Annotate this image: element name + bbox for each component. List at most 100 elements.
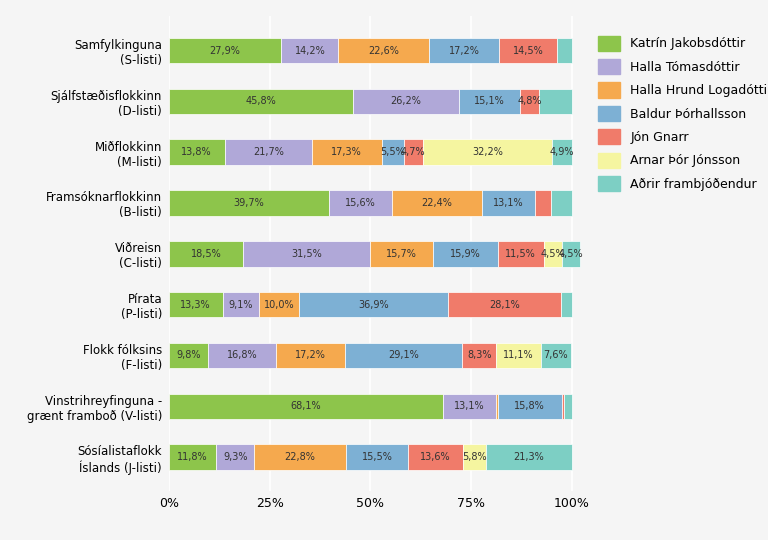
Text: 15,6%: 15,6% bbox=[345, 198, 376, 208]
Text: 17,3%: 17,3% bbox=[331, 147, 362, 157]
Bar bbox=[498, 394, 561, 419]
Text: 13,1%: 13,1% bbox=[493, 198, 524, 208]
Bar bbox=[169, 190, 329, 215]
Bar bbox=[392, 190, 482, 215]
Bar bbox=[217, 444, 254, 470]
Bar bbox=[408, 444, 463, 470]
Text: 36,9%: 36,9% bbox=[359, 300, 389, 309]
Text: 22,4%: 22,4% bbox=[422, 198, 452, 208]
Bar bbox=[486, 444, 571, 470]
Bar bbox=[276, 343, 346, 368]
Bar bbox=[562, 241, 580, 267]
Bar bbox=[346, 343, 462, 368]
Bar bbox=[557, 38, 571, 63]
Text: 15,8%: 15,8% bbox=[515, 401, 545, 411]
Text: 32,2%: 32,2% bbox=[472, 147, 503, 157]
Bar bbox=[169, 292, 223, 318]
Text: 68,1%: 68,1% bbox=[291, 401, 321, 411]
Bar bbox=[404, 139, 422, 165]
Bar bbox=[243, 241, 370, 267]
Text: 13,6%: 13,6% bbox=[420, 452, 451, 462]
Text: 39,7%: 39,7% bbox=[233, 198, 264, 208]
Bar bbox=[169, 139, 224, 165]
Text: 11,8%: 11,8% bbox=[177, 452, 208, 462]
Bar bbox=[496, 343, 541, 368]
Text: 13,3%: 13,3% bbox=[180, 300, 211, 309]
Text: 9,3%: 9,3% bbox=[223, 452, 247, 462]
Bar bbox=[169, 394, 443, 419]
Bar bbox=[169, 343, 208, 368]
Bar bbox=[544, 241, 562, 267]
Bar bbox=[561, 292, 571, 318]
Bar bbox=[281, 38, 339, 63]
Bar bbox=[254, 444, 346, 470]
Bar bbox=[339, 38, 429, 63]
Bar bbox=[312, 139, 382, 165]
Text: 4,7%: 4,7% bbox=[401, 147, 425, 157]
Bar bbox=[552, 139, 572, 165]
Bar bbox=[169, 241, 243, 267]
Bar bbox=[551, 190, 571, 215]
Bar bbox=[353, 89, 458, 114]
Text: 18,5%: 18,5% bbox=[190, 249, 222, 259]
Bar bbox=[370, 241, 433, 267]
Text: 15,5%: 15,5% bbox=[362, 452, 392, 462]
Bar bbox=[433, 241, 498, 267]
Text: 4,9%: 4,9% bbox=[550, 147, 574, 157]
Text: 8,3%: 8,3% bbox=[467, 350, 492, 360]
Text: 29,1%: 29,1% bbox=[389, 350, 419, 360]
Text: 9,1%: 9,1% bbox=[229, 300, 253, 309]
Bar bbox=[429, 38, 498, 63]
Text: 5,8%: 5,8% bbox=[462, 452, 487, 462]
Text: 4,5%: 4,5% bbox=[558, 249, 584, 259]
Bar bbox=[448, 292, 561, 318]
Bar bbox=[259, 292, 300, 318]
Bar bbox=[541, 343, 571, 368]
Bar bbox=[498, 241, 544, 267]
Text: 28,1%: 28,1% bbox=[489, 300, 520, 309]
Text: 27,9%: 27,9% bbox=[210, 45, 240, 56]
Bar bbox=[329, 190, 392, 215]
Text: 22,8%: 22,8% bbox=[284, 452, 315, 462]
Text: 4,8%: 4,8% bbox=[517, 96, 541, 106]
Bar bbox=[564, 394, 571, 419]
Text: 17,2%: 17,2% bbox=[295, 350, 326, 360]
Bar bbox=[382, 139, 404, 165]
Text: 26,2%: 26,2% bbox=[391, 96, 422, 106]
Text: 15,1%: 15,1% bbox=[474, 96, 505, 106]
Text: 5,5%: 5,5% bbox=[380, 147, 405, 157]
Text: 11,5%: 11,5% bbox=[505, 249, 536, 259]
Text: 31,5%: 31,5% bbox=[292, 249, 323, 259]
Legend: Katrín Jakobsdóttir, Halla Tómasdóttir, Halla Hrund Logadóttir, Baldur Þórhallss: Katrín Jakobsdóttir, Halla Tómasdóttir, … bbox=[594, 32, 768, 195]
Bar bbox=[422, 139, 552, 165]
Text: 4,5%: 4,5% bbox=[541, 249, 565, 259]
Bar bbox=[458, 89, 520, 114]
Text: 21,3%: 21,3% bbox=[514, 452, 545, 462]
Text: 14,2%: 14,2% bbox=[294, 45, 326, 56]
Text: 13,8%: 13,8% bbox=[181, 147, 212, 157]
Text: 17,2%: 17,2% bbox=[449, 45, 479, 56]
Text: 22,6%: 22,6% bbox=[369, 45, 399, 56]
Bar bbox=[208, 343, 276, 368]
Bar bbox=[539, 89, 571, 114]
Bar bbox=[462, 343, 496, 368]
Bar bbox=[496, 394, 498, 419]
Bar bbox=[169, 38, 281, 63]
Bar bbox=[169, 444, 217, 470]
Bar bbox=[169, 89, 353, 114]
Text: 45,8%: 45,8% bbox=[246, 96, 276, 106]
Text: 14,5%: 14,5% bbox=[512, 45, 543, 56]
Text: 11,1%: 11,1% bbox=[503, 350, 534, 360]
Bar bbox=[561, 394, 564, 419]
Text: 13,1%: 13,1% bbox=[454, 401, 485, 411]
Text: 7,6%: 7,6% bbox=[544, 350, 568, 360]
Bar bbox=[535, 190, 551, 215]
Bar bbox=[498, 38, 557, 63]
Text: 15,9%: 15,9% bbox=[450, 249, 481, 259]
Text: 15,7%: 15,7% bbox=[386, 249, 417, 259]
Bar bbox=[443, 394, 496, 419]
Text: 10,0%: 10,0% bbox=[264, 300, 295, 309]
Bar bbox=[300, 292, 448, 318]
Text: 16,8%: 16,8% bbox=[227, 350, 257, 360]
Bar bbox=[346, 444, 408, 470]
